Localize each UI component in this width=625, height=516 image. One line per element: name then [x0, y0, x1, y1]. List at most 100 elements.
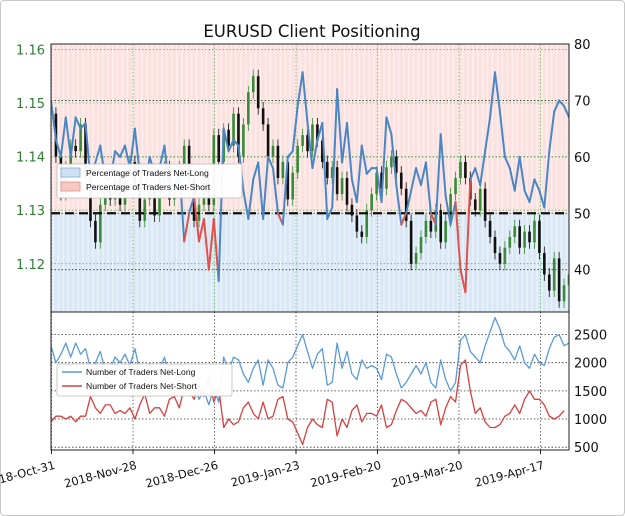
y-left-tick-label: 1.14: [16, 151, 45, 166]
candle-body: [567, 274, 569, 286]
pct-long-segment: [424, 161, 432, 215]
net-long-bar: [202, 213, 206, 312]
net-long-bar: [187, 213, 191, 312]
pct-long-segment: [341, 121, 348, 164]
net-long-bar: [143, 213, 147, 312]
net-long-bar: [281, 213, 285, 312]
candle-body: [355, 215, 359, 232]
net-short-bar: [340, 44, 344, 214]
net-short-bar: [350, 44, 354, 214]
pct-long-segment: [64, 116, 72, 158]
net-long-bar: [429, 213, 433, 312]
net-long-bar: [567, 213, 569, 312]
candle-body: [414, 253, 418, 264]
pct-long-segment: [489, 71, 496, 119]
net-long-bar: [69, 213, 73, 312]
pct-long-segment: [498, 110, 506, 158]
net-short-bar: [374, 44, 379, 214]
chart-title: EURUSD Client Positioning: [203, 22, 420, 41]
pct-long-segment: [207, 217, 215, 271]
net-long-bar: [434, 213, 438, 312]
net-long-bar: [113, 213, 117, 312]
candle-body: [518, 226, 521, 248]
net-short-bar: [118, 44, 122, 214]
net-short-bar: [51, 44, 53, 214]
candle-body: [424, 220, 428, 237]
pct-long-segment: [385, 116, 393, 136]
net-short-bar: [562, 44, 566, 214]
net-long-bar: [522, 213, 527, 312]
pct-long-segment: [212, 217, 220, 282]
net-long-bar: [152, 213, 157, 312]
candle-body: [256, 76, 260, 109]
y-lower-tick-label: 2000: [574, 357, 607, 372]
pct-long-segment: [543, 150, 551, 209]
net-long-bar: [335, 213, 339, 312]
net-long-bar: [261, 213, 265, 312]
net-short-bar: [192, 44, 196, 214]
net-long-bar: [419, 213, 423, 312]
net-long-bar: [271, 213, 275, 312]
pct-long-segment: [405, 189, 413, 215]
net-short-bar: [527, 44, 532, 214]
net-short-bar: [429, 44, 433, 214]
pct-long-segment: [563, 105, 569, 119]
pct-long-segment: [217, 127, 225, 282]
pct-long-segment: [306, 121, 314, 170]
net-long-bar: [448, 213, 453, 312]
net-short-bar: [468, 44, 473, 214]
lower-gridlines: [51, 312, 569, 450]
candle-body: [138, 183, 142, 221]
net-short-bar: [389, 44, 394, 214]
net-short-bar: [537, 44, 542, 214]
net-short-bar: [335, 44, 339, 214]
net-long-bar: [98, 213, 103, 312]
pct-long-segment: [518, 155, 526, 192]
net-short-bar: [300, 44, 305, 214]
net-long-bar: [162, 213, 167, 312]
candle-body: [365, 210, 369, 237]
net-long-bar: [389, 213, 394, 312]
net-short-bar: [365, 44, 369, 214]
net-short-bar: [394, 44, 399, 214]
pct-long-segment: [449, 200, 457, 226]
pct-long-segment: [321, 121, 329, 220]
pct-long-segment: [247, 178, 255, 220]
net-long-bar: [276, 213, 280, 312]
pct-long-segment: [533, 178, 541, 192]
x-tick-label: 2019-Apr-17: [473, 458, 545, 490]
y-lower-tick-label: 500: [574, 441, 599, 456]
net-long-bar: [369, 213, 374, 312]
candle-body: [301, 135, 304, 146]
net-short-bar: [488, 44, 492, 214]
pct-long-segment: [503, 155, 511, 170]
net-long-bar: [226, 213, 231, 312]
candle-body: [345, 178, 349, 205]
pct-long-segment: [469, 167, 477, 181]
net-short-bar: [147, 44, 152, 214]
candle-body: [251, 76, 255, 93]
net-long-bar: [374, 213, 379, 312]
net-long-bar: [108, 213, 112, 312]
pct-long-segment: [415, 167, 422, 187]
y-left-tick-label: 1.16: [16, 43, 45, 58]
net-long-bar: [439, 213, 443, 312]
num-long-line: [51, 316, 569, 406]
candle-body: [237, 113, 240, 157]
net-short-bar: [325, 44, 329, 214]
net-short-bar: [503, 44, 507, 214]
pct-long-segment: [114, 150, 122, 158]
net-short-bar: [281, 44, 285, 214]
net-long-bar: [310, 213, 315, 312]
pct-long-segment: [494, 71, 501, 113]
net-short-bar: [424, 44, 428, 214]
y-left-tick-label: 1.15: [16, 97, 45, 112]
pct-long-segment: [272, 167, 279, 215]
candle-body: [473, 199, 477, 211]
pct-long-segment: [69, 116, 77, 158]
candle-body: [321, 140, 324, 162]
candle-body: [182, 145, 186, 168]
candle-body: [340, 178, 344, 195]
upper-legend: Percentage of Traders Net-Long Percentag…: [56, 163, 243, 199]
